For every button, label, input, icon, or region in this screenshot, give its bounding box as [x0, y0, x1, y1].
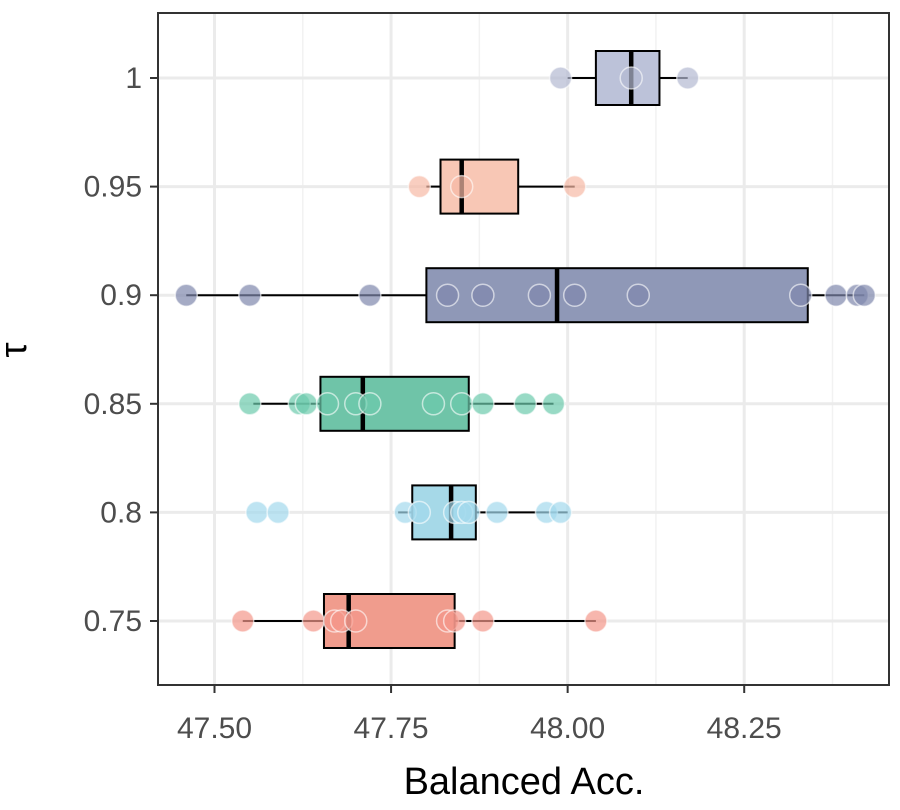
data-point — [266, 500, 290, 525]
data-point — [471, 283, 495, 307]
data-point — [315, 392, 340, 416]
data-point — [301, 609, 326, 633]
data-point — [449, 392, 474, 416]
series-0.75 — [231, 593, 608, 649]
data-point — [471, 392, 495, 416]
series-layer — [174, 50, 877, 649]
data-point — [513, 392, 538, 416]
data-point — [407, 500, 432, 525]
data-point — [471, 609, 495, 633]
major-gridlines — [158, 13, 889, 685]
data-point — [485, 500, 509, 525]
data-point — [527, 283, 552, 307]
data-point — [358, 283, 382, 307]
data-point — [457, 500, 481, 525]
data-point — [626, 283, 651, 307]
series-0.8 — [245, 484, 573, 541]
y-axis-title: τ — [0, 342, 35, 357]
data-point — [675, 66, 700, 90]
data-point — [584, 609, 608, 633]
data-point — [562, 174, 587, 199]
data-point — [541, 392, 566, 416]
data-point — [344, 609, 368, 633]
data-point — [619, 66, 643, 90]
series-1 — [548, 50, 700, 106]
y-tick-label: 0.75 — [84, 605, 142, 638]
y-tick-labels: 1 0.95 0.9 0.85 0.8 0.75 — [84, 62, 142, 638]
data-point — [824, 283, 848, 307]
y-tick-label: 0.8 — [100, 496, 142, 529]
data-point — [548, 500, 573, 525]
data-point — [421, 392, 446, 416]
data-point — [294, 392, 319, 416]
box — [319, 375, 470, 432]
y-tick-label: 0.85 — [84, 388, 142, 421]
x-tick-label: 47.75 — [354, 712, 429, 745]
data-point — [562, 283, 587, 307]
series-0.95 — [407, 158, 587, 215]
data-point — [442, 609, 467, 633]
series-0.85 — [238, 375, 566, 432]
data-point — [852, 283, 877, 307]
series-0.9 — [174, 267, 877, 324]
x-axis-title: Balanced Acc. — [404, 761, 645, 803]
data-point — [435, 283, 460, 307]
data-point — [407, 174, 432, 199]
data-point — [245, 500, 269, 525]
data-point — [449, 174, 474, 199]
x-tick-label: 48.00 — [530, 712, 605, 745]
minor-gridlines — [302, 13, 834, 685]
data-point — [231, 609, 255, 633]
data-point — [548, 66, 573, 90]
y-tick-label: 0.95 — [84, 171, 142, 204]
panel-border — [157, 12, 890, 686]
x-tick-label: 47.50 — [177, 712, 252, 745]
x-tick-labels: 47.50 47.75 48.00 48.25 — [177, 712, 782, 745]
y-tick-label: 0.9 — [100, 279, 142, 312]
data-point — [238, 283, 262, 307]
data-point — [358, 392, 382, 416]
axis-ticks — [150, 77, 746, 693]
data-point — [788, 283, 813, 307]
x-tick-label: 48.25 — [707, 712, 782, 745]
data-point — [238, 392, 262, 416]
data-point — [174, 283, 199, 307]
y-tick-label: 1 — [125, 62, 142, 95]
